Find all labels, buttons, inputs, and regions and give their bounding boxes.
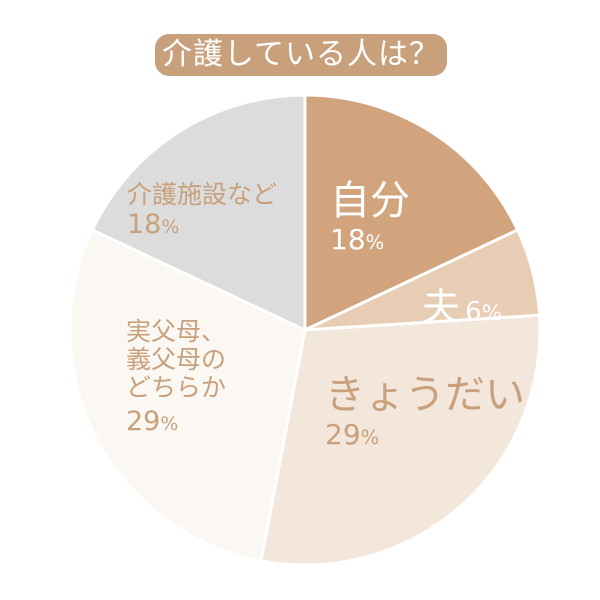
label-self: 自分 18% bbox=[330, 178, 410, 259]
label-parents-line2: 義父母の bbox=[126, 345, 227, 374]
label-husband: 夫 6% bbox=[422, 276, 502, 331]
slice-self bbox=[303, 93, 520, 333]
slice-parents bbox=[68, 227, 307, 563]
label-facility-pct: 18% bbox=[127, 209, 180, 240]
label-siblings: きょうだい 29% bbox=[325, 372, 525, 455]
slice-siblings bbox=[259, 313, 542, 567]
label-parents-line1: 実父母、 bbox=[126, 317, 227, 346]
label-siblings-pct: 29% bbox=[325, 418, 380, 451]
label-siblings-name: きょうだい bbox=[325, 372, 525, 418]
label-facility: 介護施設など 18% bbox=[127, 180, 277, 242]
slice-facility bbox=[90, 93, 307, 333]
label-facility-name: 介護施設など bbox=[127, 180, 278, 209]
label-self-name: 自分 bbox=[330, 178, 410, 224]
label-husband-pct: 6% bbox=[465, 297, 503, 327]
chart-title: 介護している人は？ bbox=[155, 34, 447, 76]
label-husband-name: 夫 bbox=[422, 285, 461, 329]
label-parents-pct: 29% bbox=[126, 406, 179, 437]
label-self-pct: 18% bbox=[330, 223, 385, 256]
label-parents: 実父母、 義父母の どちらか 29% bbox=[126, 318, 226, 444]
label-parents-line3: どちらか bbox=[126, 373, 227, 402]
